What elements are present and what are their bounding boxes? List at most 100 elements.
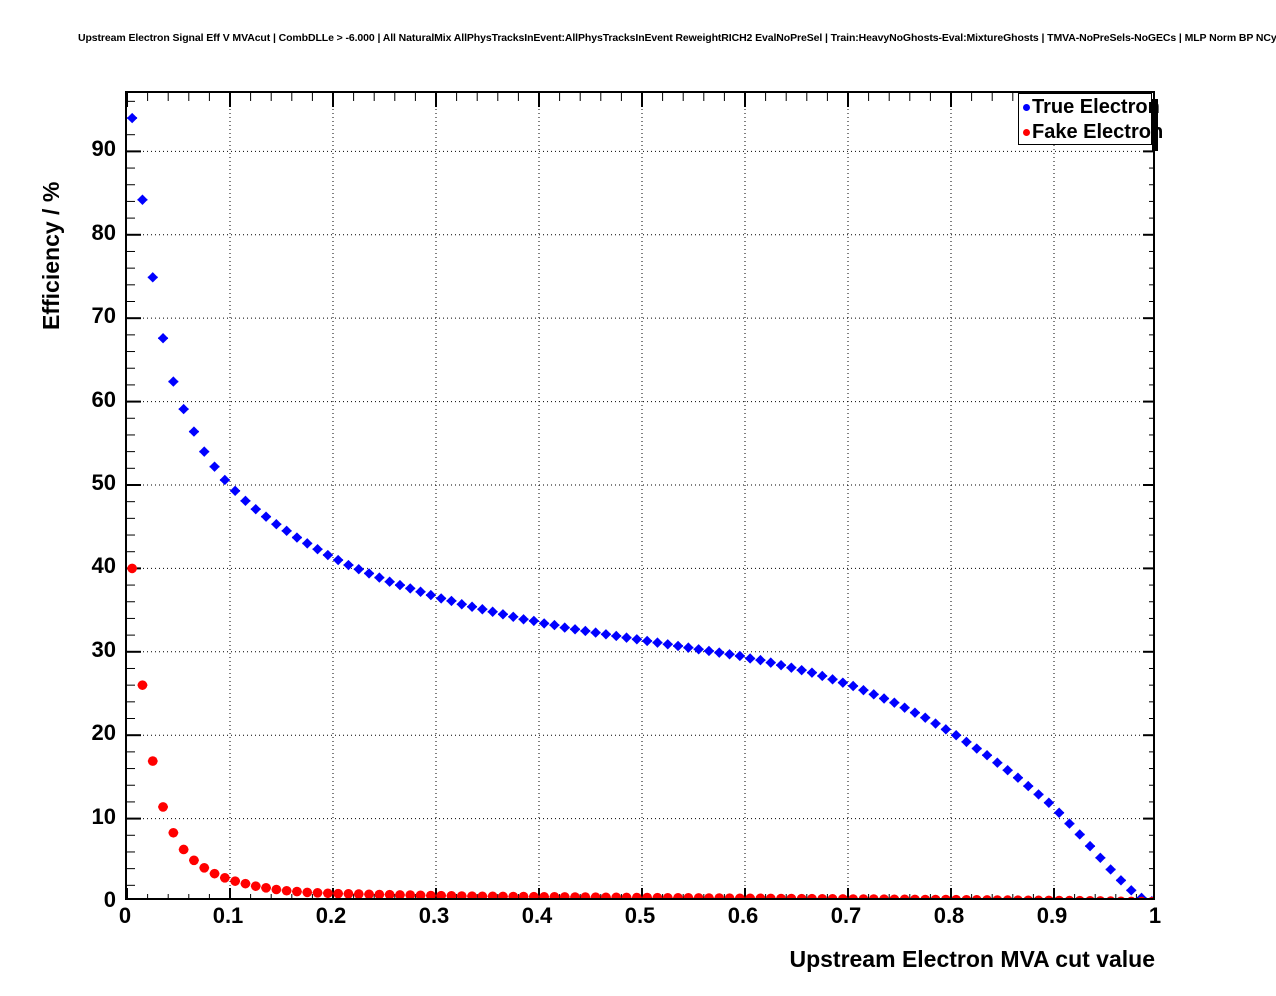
data-point — [281, 885, 292, 896]
data-point — [405, 890, 416, 898]
data-point — [168, 376, 179, 387]
data-point — [878, 693, 890, 704]
data-point — [776, 893, 786, 898]
data-point — [755, 893, 766, 898]
data-point — [621, 892, 632, 898]
data-point — [1086, 895, 1094, 898]
data-point — [611, 630, 622, 642]
data-point — [683, 642, 694, 653]
data-point — [466, 601, 478, 612]
legend-entry[interactable]: True Electron — [1023, 94, 1160, 120]
plot-title: Upstream Electron Signal Eff V MVAcut | … — [78, 32, 1276, 44]
data-point — [322, 549, 334, 561]
data-point — [292, 886, 302, 897]
data-point — [436, 890, 446, 898]
data-point — [817, 893, 827, 898]
data-point — [395, 890, 405, 898]
data-point — [765, 657, 776, 668]
data-point — [580, 892, 591, 898]
data-point — [868, 689, 879, 700]
data-point — [910, 894, 920, 898]
data-point — [920, 894, 930, 898]
data-point — [353, 564, 364, 575]
data-point — [137, 680, 148, 690]
data-point — [157, 333, 169, 344]
data-point — [889, 697, 900, 708]
data-point — [364, 889, 374, 898]
data-point — [477, 891, 488, 898]
data-point — [662, 892, 673, 898]
data-point — [632, 892, 642, 898]
data-point — [807, 893, 817, 898]
data-point — [127, 112, 138, 124]
legend-label: Fake Electron — [1032, 121, 1164, 143]
data-point — [271, 518, 282, 530]
y-tick-label: 90 — [91, 136, 116, 162]
data-point — [744, 653, 756, 664]
data-point — [229, 485, 241, 497]
y-tick-label: 60 — [91, 386, 116, 412]
data-point — [940, 724, 952, 735]
data-point — [641, 635, 653, 647]
y-tick-label: 40 — [91, 553, 116, 579]
data-point — [1138, 896, 1145, 898]
data-point — [250, 503, 261, 515]
x-tick-label: 0 — [118, 903, 132, 928]
data-point — [662, 639, 673, 650]
data-point — [1127, 896, 1135, 898]
data-point — [230, 876, 240, 886]
data-point — [827, 894, 838, 898]
x-tick-label: 0.7 — [830, 903, 862, 928]
data-point — [188, 426, 200, 437]
data-point — [900, 894, 910, 898]
data-point — [147, 272, 158, 283]
data-point — [601, 892, 611, 898]
data-point — [1002, 765, 1013, 776]
data-point — [590, 627, 601, 638]
data-point — [941, 894, 951, 898]
data-point — [415, 890, 426, 898]
data-point — [1012, 772, 1024, 783]
x-tick-label: 0.5 — [624, 903, 656, 928]
data-point — [1033, 789, 1044, 800]
data-point — [508, 611, 519, 622]
x-tick-label: 0.9 — [1036, 903, 1068, 928]
series-fake-electron — [127, 563, 1153, 898]
y-tick-label: 50 — [91, 469, 116, 495]
data-point — [992, 757, 1003, 768]
data-point — [982, 895, 992, 898]
data-point — [384, 889, 395, 898]
plot-frame — [125, 91, 1155, 900]
legend-entry[interactable]: Fake Electron — [1023, 119, 1163, 145]
data-point — [951, 894, 961, 898]
y-tick-label: 0 — [103, 887, 116, 912]
x-tick-label: 0.4 — [521, 903, 553, 928]
data-point — [1013, 895, 1023, 898]
data-point — [426, 890, 436, 898]
data-point — [260, 511, 272, 522]
data-point — [858, 684, 869, 696]
data-point — [838, 894, 848, 898]
data-point — [374, 572, 385, 583]
data-point — [1003, 895, 1012, 898]
data-point — [796, 664, 807, 676]
data-point — [847, 680, 859, 692]
data-point — [528, 615, 540, 627]
x-tick-label: 0.2 — [315, 903, 347, 928]
data-point — [1117, 896, 1125, 898]
data-point — [456, 891, 467, 898]
data-point — [291, 532, 303, 543]
data-point — [529, 891, 539, 898]
data-point — [642, 892, 652, 898]
chart-legend[interactable]: True Electron Fake Electron — [1018, 93, 1163, 145]
data-point — [178, 844, 189, 855]
data-point — [312, 888, 323, 898]
data-point — [745, 893, 755, 898]
grid-lines — [127, 93, 1153, 898]
data-point — [765, 893, 776, 898]
x-tick-label: 0.6 — [727, 903, 759, 928]
data-point — [209, 868, 220, 879]
data-point — [1075, 895, 1084, 898]
data-point — [600, 629, 612, 640]
data-point — [137, 194, 148, 205]
